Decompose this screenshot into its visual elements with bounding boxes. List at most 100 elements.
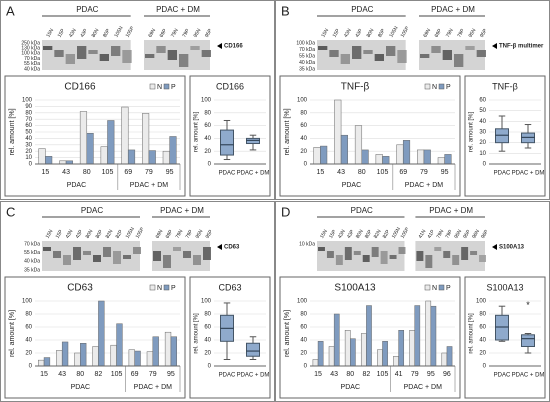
- blot-band: [363, 50, 373, 54]
- marker-label: 40 kDa: [24, 66, 40, 72]
- blot-band: [470, 251, 478, 255]
- lane-label: 95P: [205, 228, 215, 239]
- legend-swatch: [163, 83, 170, 90]
- y-tick-label: 30: [479, 130, 486, 136]
- lane-label: 15P: [332, 27, 342, 38]
- blot-band: [398, 247, 406, 254]
- x-tick-label: 15: [316, 169, 324, 176]
- y-tick-label: 20: [300, 351, 307, 357]
- x-tick-label: PDAC: [494, 171, 511, 177]
- marker-label: 40 kDa: [24, 259, 40, 265]
- blot-band: [461, 247, 469, 260]
- blot-band: [113, 251, 121, 264]
- y-tick-label: 20: [25, 149, 32, 155]
- x-tick-label: 80: [76, 371, 84, 378]
- x-tick-label: 43: [337, 169, 345, 176]
- lane-label: 69N: [155, 228, 165, 239]
- lane-label: 95N: [195, 228, 205, 239]
- lane-label: 43N: [68, 27, 78, 38]
- group-label: PDAC: [351, 206, 373, 215]
- x-tick-label: PDAC + DM: [237, 373, 270, 379]
- group-label: PDAC: [76, 5, 98, 14]
- marker-label: 55 kDa: [299, 53, 315, 59]
- lane-label: 95N: [453, 228, 463, 239]
- blot-band: [318, 247, 325, 251]
- panel-letter: D: [281, 204, 290, 219]
- y-tick-label: 60: [300, 123, 307, 129]
- legend-label: N: [157, 84, 162, 91]
- y-axis-label: rel. amount [%]: [469, 111, 475, 152]
- y-tick-label: 80: [204, 110, 211, 116]
- arrow: [217, 43, 222, 49]
- lane-label: 79N: [175, 228, 185, 239]
- blot-band: [145, 54, 155, 58]
- lane-label: 105N: [113, 25, 124, 39]
- group-label: PDAC: [81, 206, 103, 215]
- y-tick-label: 40: [204, 136, 211, 142]
- lane-label: 82P: [382, 228, 392, 239]
- blot-band: [416, 251, 424, 261]
- protein-label: TNF-β multimer: [499, 44, 544, 50]
- bar: [74, 352, 81, 367]
- bar: [80, 343, 87, 367]
- blot-band: [54, 50, 64, 57]
- bar: [402, 140, 411, 165]
- lane-label: 105N: [391, 226, 402, 240]
- y-tick-label: 60: [25, 123, 32, 129]
- group-axis-label: PDAC: [341, 384, 360, 391]
- x-tick-label: 96: [443, 371, 451, 378]
- y-tick-label: 40: [479, 119, 486, 125]
- lane-label: 43N: [343, 27, 353, 38]
- x-tick-label: 43: [62, 169, 70, 176]
- group-label: PDAC: [351, 5, 373, 14]
- bar: [444, 154, 452, 165]
- x-tick-label: 79: [149, 371, 157, 378]
- blot-band: [133, 247, 141, 254]
- x-tick-label: 105: [111, 371, 123, 378]
- marker-label: 70 kDa: [24, 56, 40, 62]
- x-tick-label: 82: [95, 371, 103, 378]
- blot-band: [53, 251, 61, 258]
- x-tick-label: PDAC + DM: [512, 171, 545, 177]
- bar: [441, 352, 448, 367]
- bar: [100, 146, 108, 165]
- blot-band: [123, 255, 131, 259]
- x-tick-label: 105: [102, 169, 114, 176]
- bar: [92, 346, 99, 367]
- legend-label: N: [157, 285, 162, 292]
- arrow: [217, 244, 222, 250]
- chart-title: S100A13: [486, 282, 523, 292]
- x-tick-label: 69: [124, 169, 132, 176]
- lane-label: 43P: [346, 228, 356, 239]
- y-tick-label: 20: [479, 351, 486, 357]
- x-tick-label: 80: [358, 169, 366, 176]
- lane-label: 80P: [102, 27, 112, 38]
- bar: [116, 323, 123, 367]
- y-tick-label: 60: [204, 123, 211, 129]
- bar: [375, 154, 383, 165]
- blot-band: [203, 247, 211, 260]
- legend-label: N: [432, 84, 437, 91]
- marker-label: 35 kDa: [24, 267, 40, 273]
- y-axis-label: rel. amount [%]: [194, 313, 200, 354]
- lane-label: 80N: [85, 228, 95, 239]
- y-tick-label: 0: [208, 162, 212, 168]
- x-tick-label: 41: [395, 371, 403, 378]
- x-tick-label: 95: [427, 371, 435, 378]
- lane-label: 105P: [125, 25, 136, 39]
- legend-swatch: [438, 83, 445, 90]
- lane-label: 79P: [444, 228, 454, 239]
- blot-band: [63, 255, 71, 265]
- x-tick-label: 69: [399, 169, 407, 176]
- blot-band: [88, 50, 98, 54]
- lane-label: 80P: [377, 27, 387, 38]
- chart-title: CD63: [218, 282, 241, 292]
- y-tick-label: 50: [479, 108, 486, 114]
- y-tick-label: 50: [25, 130, 32, 136]
- panel-letter: B: [281, 3, 290, 18]
- lane-label: 79N: [170, 27, 180, 38]
- blot-band: [340, 54, 350, 64]
- lane-label: 105N: [388, 25, 399, 39]
- protein-label: CD166: [224, 44, 243, 50]
- marker-label: 55 kDa: [24, 250, 40, 256]
